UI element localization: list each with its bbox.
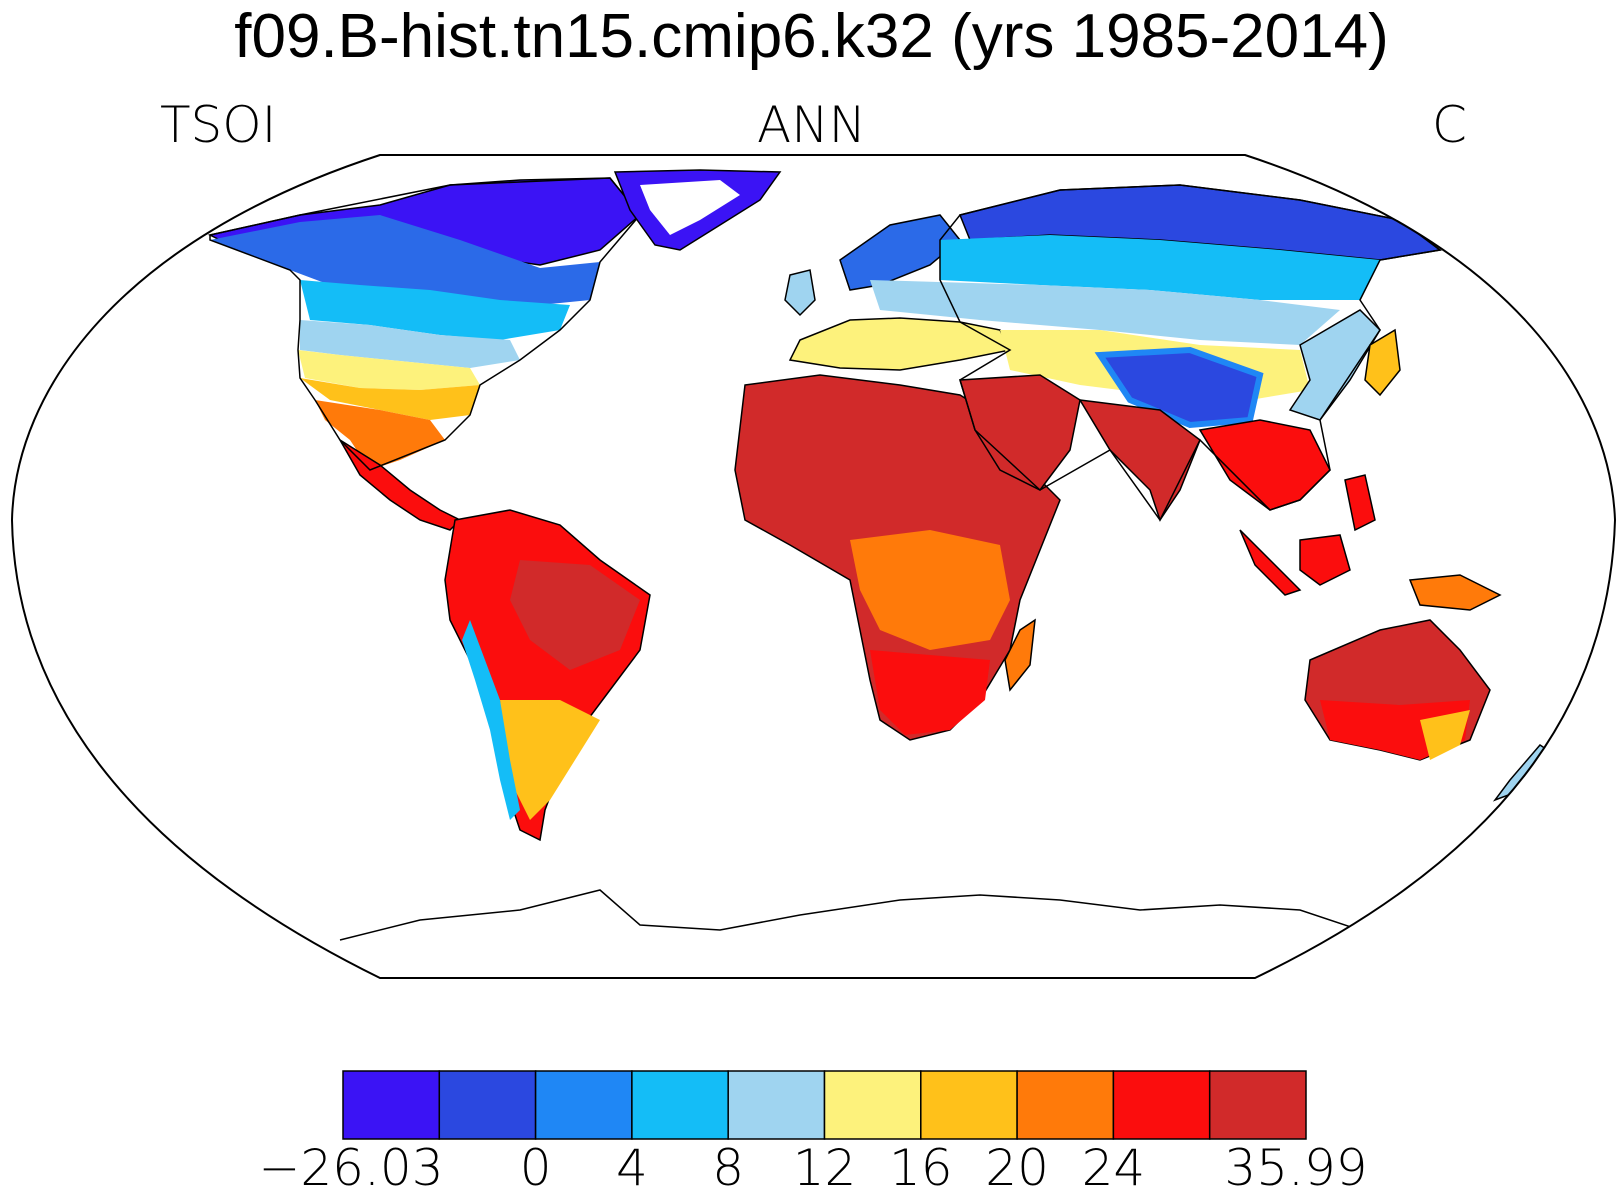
- colorbar: [342, 1070, 1307, 1140]
- colorbar-tick-label: 8: [712, 1139, 745, 1197]
- africa-south: [870, 650, 990, 735]
- season-label: ANN: [756, 96, 866, 154]
- colorbar-swatch: [1016, 1070, 1115, 1140]
- map-boundary: [10, 154, 1617, 979]
- andes-cool: [462, 620, 520, 820]
- colorbar-tick-label: 4: [615, 1139, 648, 1197]
- middle-east: [959, 374, 1081, 491]
- north-america-cold: [210, 215, 600, 305]
- europe: [788, 317, 1012, 371]
- east-asia: [1288, 309, 1381, 421]
- asia-cold: [940, 235, 1380, 300]
- colorbar-swatch: [342, 1070, 441, 1140]
- colorbar-swatch: [823, 1070, 922, 1140]
- southeast-asia: [1198, 419, 1331, 511]
- south-america-hot: [510, 560, 640, 670]
- north-america-cool: [300, 280, 570, 340]
- colorbar-swatch: [1208, 1070, 1307, 1140]
- variable-label: TSOI: [160, 96, 277, 154]
- colorbar-tick-label: −26.03: [258, 1139, 444, 1197]
- land-areas: [207, 169, 1557, 961]
- north-america-mild: [300, 320, 520, 368]
- units-label: C: [1432, 96, 1467, 154]
- colorbar-swatch: [534, 1070, 633, 1140]
- australia-southeast: [1420, 710, 1470, 760]
- africa-central: [850, 530, 1010, 650]
- asia-cool: [870, 280, 1340, 345]
- map-title: f09.B-hist.tn15.cmip6.k32 (yrs 1985-2014…: [234, 2, 1389, 71]
- philippines: [1344, 474, 1376, 532]
- colorbar-swatch: [727, 1070, 826, 1140]
- antarctica-outline: [339, 889, 1401, 961]
- colorbar-swatch: [920, 1070, 1018, 1140]
- new-zealand: [1492, 744, 1557, 802]
- india: [1078, 399, 1201, 522]
- borneo: [1299, 534, 1351, 586]
- asia-outline: [939, 184, 1442, 522]
- colorbar-swatch: [631, 1070, 729, 1140]
- colorbar-tick-label: 20: [985, 1139, 1049, 1197]
- new-guinea: [1408, 574, 1502, 611]
- tibet: [1094, 346, 1264, 429]
- british-isles: [784, 269, 816, 317]
- greenland-interior: [640, 180, 740, 235]
- colorbar-tick-label: 35.99: [1224, 1139, 1368, 1197]
- north-america-temperate: [298, 350, 480, 390]
- colorbar-tick-label: 16: [888, 1139, 953, 1197]
- sumatra: [1239, 529, 1302, 596]
- colorbar-swatch: [438, 1070, 537, 1140]
- madagascar: [1004, 618, 1036, 692]
- japan: [1364, 328, 1401, 397]
- colorbar-tick-label: 24: [1081, 1139, 1146, 1197]
- colorbar-tick-label: 12: [792, 1139, 857, 1197]
- colorbar-tick-label: 0: [519, 1139, 552, 1197]
- south-america-south: [500, 700, 600, 820]
- colorbar-swatch: [1112, 1070, 1211, 1140]
- north-america-warm: [300, 378, 480, 420]
